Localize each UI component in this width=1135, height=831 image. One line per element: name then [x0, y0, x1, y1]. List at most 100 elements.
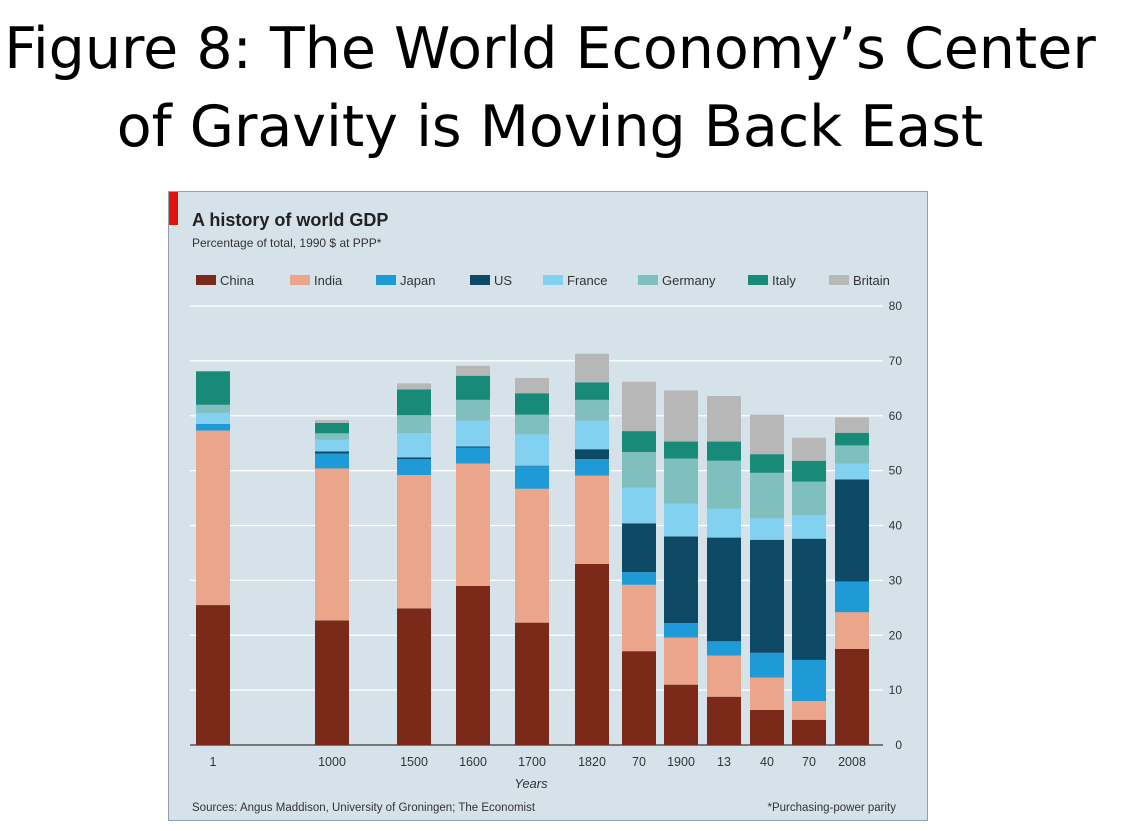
- bar-china-4: [515, 622, 549, 745]
- bar-india-4: [515, 488, 549, 623]
- legend-swatch-india: [290, 275, 310, 285]
- x-tick-label-2: 1500: [400, 755, 428, 769]
- bar-italy-8: [707, 441, 741, 461]
- bar-india-0: [196, 430, 230, 606]
- bar-stack-6: [622, 381, 656, 745]
- x-tick-label-3: 1600: [459, 755, 487, 769]
- bar-china-1: [315, 620, 349, 745]
- legend-item-germany: Germany: [638, 273, 716, 288]
- bar-france-6: [622, 487, 656, 524]
- y-tick-label-30: 30: [889, 573, 903, 587]
- y-tick-label-10: 10: [889, 683, 903, 697]
- bar-germany-5: [575, 399, 609, 421]
- legend-label-china: China: [220, 273, 255, 288]
- legend-item-china: China: [196, 273, 255, 288]
- bar-china-5: [575, 563, 609, 745]
- bar-germany-11: [835, 445, 869, 464]
- bar-italy-3: [456, 375, 490, 400]
- bar-germany-2: [397, 415, 431, 434]
- bar-britain-6: [622, 381, 656, 432]
- bar-stack-0: [196, 371, 230, 745]
- legend-label-india: India: [314, 273, 343, 288]
- bar-japan-2: [397, 459, 431, 476]
- bar-china-9: [750, 709, 784, 745]
- bar-germany-9: [750, 472, 784, 519]
- legend-item-italy: Italy: [748, 273, 796, 288]
- bar-china-7: [664, 684, 698, 745]
- bar-britain-8: [707, 395, 741, 442]
- bar-france-8: [707, 508, 741, 538]
- bar-france-4: [515, 434, 549, 466]
- bar-france-9: [750, 518, 784, 540]
- legend-label-britain: Britain: [853, 273, 890, 288]
- bars: [196, 353, 869, 745]
- slide-title: Figure 8: The World Economy’s Center of …: [0, 10, 1100, 166]
- bar-britain-3: [456, 365, 490, 376]
- bar-us-1: [315, 451, 349, 454]
- bar-india-6: [622, 584, 656, 652]
- bar-india-9: [750, 677, 784, 710]
- legend-swatch-france: [543, 275, 563, 285]
- bar-japan-8: [707, 641, 741, 656]
- bar-stack-8: [707, 395, 741, 745]
- bar-germany-3: [456, 399, 490, 421]
- x-tick-label-10: 70: [802, 755, 816, 769]
- x-axis-tick-labels: 1 1000 1500 1600 1700 1820 70 1900 13 40 70 2008: [210, 755, 866, 769]
- bar-stack-7: [664, 390, 698, 745]
- legend-swatch-britain: [829, 275, 849, 285]
- bar-us-11: [835, 479, 869, 582]
- bar-germany-4: [515, 414, 549, 435]
- bar-us-6: [622, 523, 656, 573]
- bar-italy-5: [575, 382, 609, 400]
- bar-us-5: [575, 449, 609, 460]
- x-axis-label: Years: [514, 776, 548, 791]
- legend-label-us: US: [494, 273, 512, 288]
- legend-label-germany: Germany: [662, 273, 716, 288]
- bar-france-5: [575, 420, 609, 450]
- legend-swatch-us: [470, 275, 490, 285]
- bar-india-7: [664, 637, 698, 685]
- slide-title-line-1: Figure 8: The World Economy’s Center: [4, 16, 1096, 82]
- legend-item-india: India: [290, 273, 343, 288]
- bar-germany-6: [622, 451, 656, 488]
- bar-italy-7: [664, 441, 698, 459]
- chart-subtitle: Percentage of total, 1990 $ at PPP*: [192, 236, 382, 250]
- bar-germany-10: [792, 481, 826, 516]
- bar-china-0: [196, 605, 230, 745]
- y-tick-label-40: 40: [889, 519, 903, 533]
- bar-china-2: [397, 608, 431, 745]
- bar-italy-9: [750, 454, 784, 473]
- bar-italy-4: [515, 393, 549, 415]
- legend-label-france: France: [567, 273, 607, 288]
- bar-china-3: [456, 585, 490, 745]
- slide-title-line-2: of Gravity is Moving Back East: [116, 94, 984, 160]
- bar-us-7: [664, 536, 698, 624]
- bar-japan-0: [196, 423, 230, 431]
- bar-japan-6: [622, 572, 656, 585]
- bar-britain-4: [515, 377, 549, 394]
- bar-britain-10: [792, 437, 826, 461]
- bar-us-8: [707, 537, 741, 642]
- bar-us-9: [750, 539, 784, 653]
- bar-germany-7: [664, 458, 698, 504]
- bar-stack-10: [792, 437, 826, 745]
- x-tick-label-11: 2008: [838, 755, 866, 769]
- bar-italy-1: [315, 422, 349, 434]
- bar-britain-9: [750, 414, 784, 455]
- bar-italy-6: [622, 431, 656, 452]
- legend-item-britain: Britain: [829, 273, 890, 288]
- legend-swatch-germany: [638, 275, 658, 285]
- bar-stack-2: [397, 383, 431, 745]
- bar-stack-1: [315, 420, 349, 745]
- legend-item-us: US: [470, 273, 512, 288]
- bar-stack-11: [835, 417, 869, 745]
- legend-label-japan: Japan: [400, 273, 435, 288]
- bar-japan-4: [515, 466, 549, 489]
- bar-france-1: [315, 439, 349, 452]
- y-tick-label-60: 60: [889, 409, 903, 423]
- gdp-stacked-bar-chart: A history of world GDP Percentage of tot…: [169, 192, 903, 814]
- bar-france-10: [792, 515, 826, 539]
- x-tick-label-9: 40: [760, 755, 774, 769]
- legend-item-japan: Japan: [376, 273, 435, 288]
- bar-italy-10: [792, 460, 826, 482]
